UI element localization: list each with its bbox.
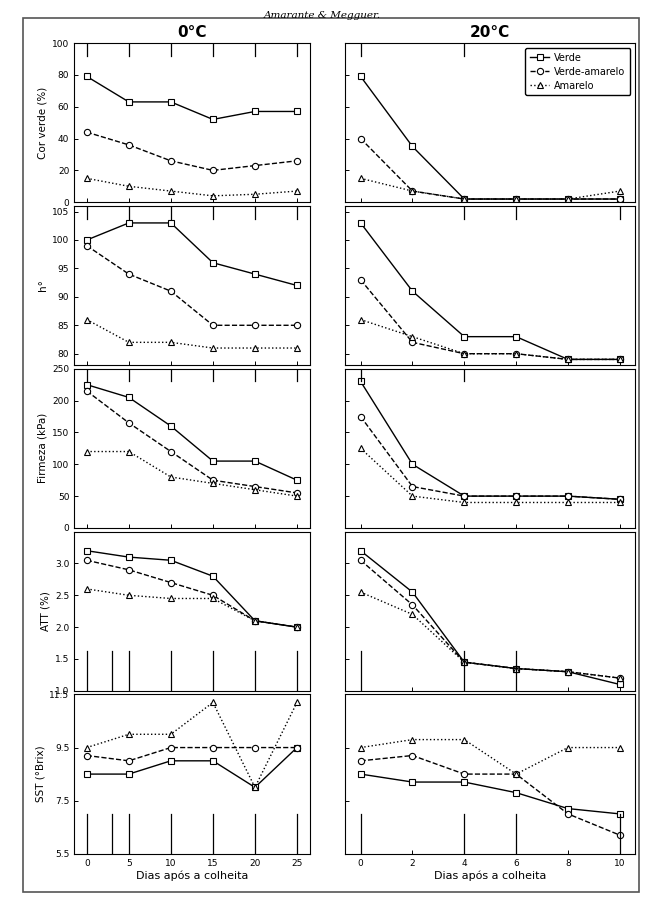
Title: 0°C: 0°C bbox=[177, 26, 206, 40]
Text: Amarante & Megguer.: Amarante & Megguer. bbox=[264, 11, 381, 20]
Y-axis label: Cor verde (%): Cor verde (%) bbox=[38, 87, 48, 158]
X-axis label: Dias após a colheita: Dias após a colheita bbox=[135, 870, 248, 881]
Y-axis label: Firmeza (kPa): Firmeza (kPa) bbox=[38, 414, 48, 483]
Legend: Verde, Verde-amarelo, Amarelo: Verde, Verde-amarelo, Amarelo bbox=[525, 48, 630, 95]
Title: 20°C: 20°C bbox=[470, 26, 510, 40]
Y-axis label: h°: h° bbox=[38, 280, 48, 291]
X-axis label: Dias após a colheita: Dias após a colheita bbox=[434, 870, 546, 881]
Y-axis label: SST (°Brix): SST (°Brix) bbox=[35, 746, 45, 802]
Y-axis label: ATT (%): ATT (%) bbox=[41, 591, 51, 631]
